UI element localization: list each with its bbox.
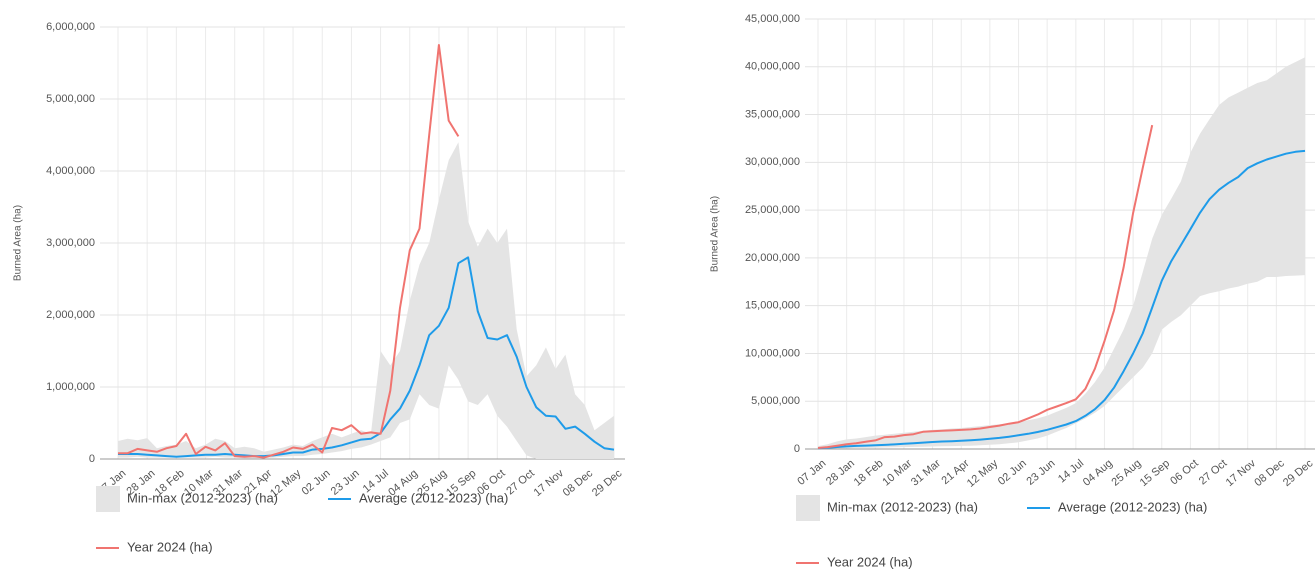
x-tick-label: 08 Dec	[561, 467, 596, 499]
legend-swatch	[796, 495, 820, 521]
x-tick-label: 29 Dec	[590, 467, 625, 499]
y-tick-label: 30,000,000	[745, 156, 800, 168]
y-tick-label: 5,000,000	[46, 93, 95, 105]
series-line	[817, 124, 1154, 449]
x-tick-label: 28 Jan	[824, 457, 857, 487]
x-tick-label: 23 Jun	[1025, 457, 1058, 487]
y-tick-label: 6,000,000	[46, 21, 95, 33]
y-tick-label: 20,000,000	[745, 252, 800, 264]
series-line	[118, 44, 460, 459]
min-max-band	[818, 57, 1305, 449]
x-tick-label: 07 Jan	[795, 457, 828, 487]
legend-label: Year 2024 (ha)	[127, 539, 213, 554]
y-axis-title: Burned Area (ha)	[710, 196, 721, 272]
y-tick-label: 5,000,000	[751, 395, 800, 407]
x-tick-label: 15 Sep	[1138, 457, 1172, 489]
x-tick-label: 27 Oct	[504, 467, 537, 497]
legend-label: Min-max (2012-2023) (ha)	[827, 499, 978, 514]
y-axis-title: Burned Area (ha)	[13, 205, 24, 281]
x-tick-label: 23 Jun	[329, 467, 362, 497]
x-tick-label: 10 Mar	[880, 457, 914, 488]
y-tick-label: 0	[89, 453, 95, 465]
chart: 0 1,000,000 2,000,000 3,000,000 4,000,000 5,0…	[13, 21, 625, 554]
x-tick-label: 27 Oct	[1197, 457, 1230, 487]
y-tick-label: 4,000,000	[46, 165, 95, 177]
legend-label: Average (2012-2023) (ha)	[1058, 499, 1207, 514]
y-tick-label: 45,000,000	[745, 13, 800, 25]
y-tick-label: 40,000,000	[745, 61, 800, 73]
x-tick-label: 02 Jun	[300, 467, 333, 497]
x-tick-label: 29 Dec	[1281, 457, 1315, 489]
x-tick-label: 02 Jun	[996, 457, 1029, 487]
x-tick-label: 25 Aug	[1110, 457, 1144, 488]
y-tick-label: 2,000,000	[46, 309, 95, 321]
x-tick-label: 04 Aug	[1081, 457, 1115, 488]
y-tick-label: 10,000,000	[745, 347, 800, 359]
x-tick-label: 17 Nov	[532, 467, 567, 499]
x-tick-label: 06 Oct	[1168, 457, 1201, 487]
legend-label: Year 2024 (ha)	[827, 554, 913, 569]
chart: 0 5,000,000 10,000,000 15,000,000 20,000,000…	[710, 13, 1315, 569]
y-tick-label: 25,000,000	[745, 204, 800, 216]
legend-label: Min-max (2012-2023) (ha)	[127, 490, 278, 505]
legend-label: Average (2012-2023) (ha)	[359, 490, 508, 505]
y-tick-label: 1,000,000	[46, 381, 95, 393]
series-line	[118, 256, 615, 458]
x-tick-label: 17 Nov	[1224, 457, 1259, 489]
x-tick-label: 18 Feb	[852, 457, 886, 488]
min-max-band	[118, 142, 614, 459]
x-tick-label: 31 Mar	[909, 457, 943, 488]
series-line	[817, 149, 1306, 450]
legend-swatch	[96, 486, 120, 512]
x-tick-label: 08 Dec	[1252, 457, 1287, 489]
y-tick-label: 35,000,000	[745, 108, 800, 120]
x-tick-label: 12 May	[965, 457, 1001, 490]
y-tick-label: 15,000,000	[745, 300, 800, 312]
y-tick-label: 3,000,000	[46, 237, 95, 249]
y-tick-label: 0	[794, 443, 800, 455]
